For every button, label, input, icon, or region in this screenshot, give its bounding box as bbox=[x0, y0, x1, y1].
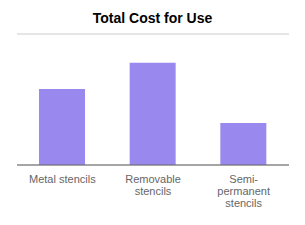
svg-text:Metal stencils: Metal stencils bbox=[29, 173, 96, 185]
svg-text:Removablestencils: Removablestencils bbox=[125, 173, 181, 197]
svg-text:Semi-permanentstencils: Semi-permanentstencils bbox=[217, 173, 270, 209]
html-text:Total Cost for Use: Total Cost for Use bbox=[92, 10, 213, 26]
